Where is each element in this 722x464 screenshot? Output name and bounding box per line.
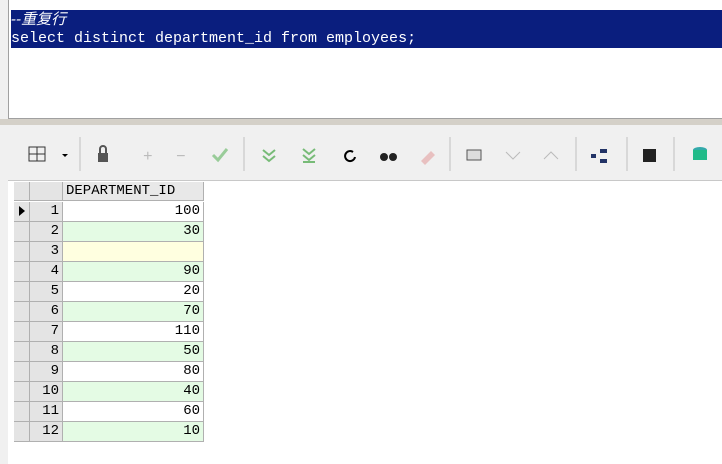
row-indicator [14, 362, 30, 382]
row-indicator [14, 202, 30, 222]
cell-value: 20 [63, 282, 204, 302]
current-row-arrow [19, 206, 25, 216]
cell-value: 110 [63, 322, 204, 342]
row-indicator [14, 222, 30, 242]
fetch-next-button[interactable] [262, 149, 276, 163]
splitter [0, 119, 722, 125]
row-number: 10 [30, 382, 63, 402]
grid-button[interactable] [28, 146, 68, 162]
sort-asc-button[interactable] [543, 151, 559, 160]
fetch-last-button[interactable] [302, 148, 316, 163]
row-indicator [14, 342, 30, 362]
toolbar: + − [8, 125, 722, 181]
row-indicator [14, 402, 30, 422]
cell-value: 70 [63, 302, 204, 322]
save-button[interactable] [643, 149, 656, 162]
row-indicator [14, 262, 30, 282]
cell-value: 40 [63, 382, 204, 402]
editor-line: --重复行 [11, 10, 722, 29]
post-button[interactable] [211, 148, 229, 163]
row-indicator [14, 322, 30, 342]
row-indicator [14, 242, 30, 262]
add-button[interactable]: + [143, 148, 153, 166]
cell-value: 50 [63, 342, 204, 362]
corner-cell [30, 182, 63, 201]
corner-cell [14, 182, 30, 201]
cell-value: 10 [63, 422, 204, 442]
row-number: 11 [30, 402, 63, 422]
row-indicator [14, 382, 30, 402]
row-number: 7 [30, 322, 63, 342]
refresh-button[interactable] [344, 150, 356, 163]
row-number: 6 [30, 302, 63, 322]
editor-line: select distinct department_id from emplo… [11, 29, 722, 48]
row-number: 1 [30, 202, 63, 222]
find-button[interactable] [380, 153, 397, 161]
export-button[interactable] [466, 149, 482, 161]
side-strip [0, 0, 8, 464]
remove-button[interactable]: − [176, 148, 186, 166]
cell-value: 90 [63, 262, 204, 282]
cell-value: 100 [63, 202, 204, 222]
row-indicator [14, 282, 30, 302]
cell-value: 30 [63, 222, 204, 242]
cell-value: 60 [63, 402, 204, 422]
column-header[interactable]: DEPARTMENT_ID [63, 182, 204, 201]
db-button[interactable] [693, 147, 707, 160]
sort-desc-button[interactable] [505, 151, 521, 160]
row-number: 2 [30, 222, 63, 242]
cell-value [63, 242, 204, 262]
row-number: 8 [30, 342, 63, 362]
clear-button[interactable] [421, 151, 435, 165]
row-number: 3 [30, 242, 63, 262]
row-number: 12 [30, 422, 63, 442]
toolbar-icons: + − [28, 137, 707, 171]
row-indicator [14, 302, 30, 322]
row-number: 9 [30, 362, 63, 382]
lock-button[interactable] [98, 145, 108, 162]
cell-value: 80 [63, 362, 204, 382]
row-number: 4 [30, 262, 63, 282]
tree-button[interactable] [591, 149, 607, 163]
row-indicator [14, 422, 30, 442]
row-number: 5 [30, 282, 63, 302]
sql-editor[interactable]: --重复行 select distinct department_id from… [8, 0, 722, 119]
